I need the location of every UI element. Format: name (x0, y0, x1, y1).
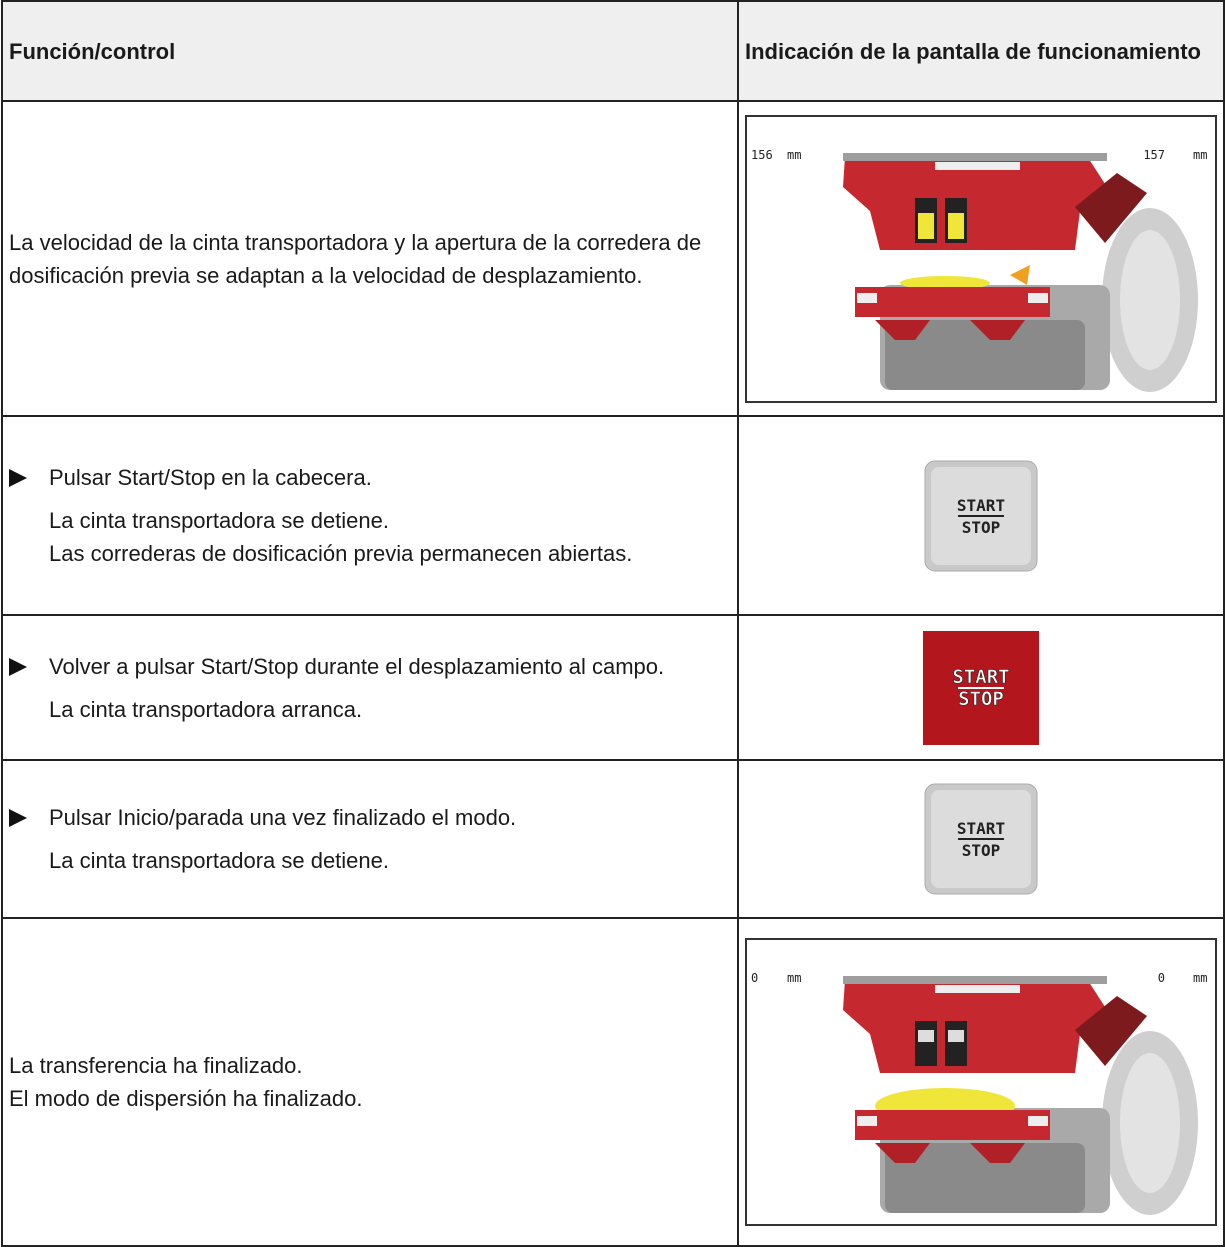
disc-right (970, 1143, 1025, 1163)
text: La cinta transportadora se detiene. (49, 508, 390, 533)
button-label: START (957, 496, 1005, 515)
tractor-wheel-inner (1120, 1053, 1180, 1193)
result: La cinta transportadora arranca. (49, 693, 731, 726)
function-cell: Pulsar Inicio/parada una vez finalizado … (1, 759, 739, 919)
button-label: STOP (962, 518, 1001, 537)
reading-value: 156 (751, 148, 773, 162)
step: Volver a pulsar Start/Stop durante el de… (9, 650, 731, 683)
display-cell: 156 mm 157 mm (737, 100, 1225, 417)
function-cell: La transferencia ha finalizado. El modo … (1, 917, 739, 1247)
reading-unit: mm (1193, 148, 1207, 162)
brand (935, 161, 1020, 170)
reading-value: 0 (751, 971, 758, 985)
light-left (857, 1116, 877, 1126)
row: Pulsar Inicio/parada una vez finalizado … (1, 759, 1225, 919)
disc-left (875, 319, 930, 340)
function-cell: Pulsar Start/Stop en la cabecera. La cin… (1, 415, 739, 616)
button: START STOP (739, 459, 1223, 573)
bullet-arrow (9, 469, 27, 487)
header-row: Función/control Indicación de la pantall… (1, 0, 1225, 102)
reading-unit: mm (787, 971, 801, 985)
function-cell: La velocidad de la cinta transportadora … (1, 100, 739, 417)
hopper-rim (843, 152, 1107, 161)
text: La transferencia ha finalizado. (9, 1053, 303, 1078)
text: Pulsar Inicio/parada una vez finalizado … (49, 805, 517, 830)
beam (855, 1110, 1050, 1140)
slide-window (945, 1021, 967, 1066)
text: Volver a pulsar Start/Stop durante el de… (49, 653, 665, 679)
display-cell: START STOP (737, 614, 1225, 761)
disc-right (970, 319, 1025, 340)
bullet (9, 469, 27, 487)
row: La velocidad de la cinta transportadora … (1, 100, 1225, 417)
reading-unit: mm (787, 148, 801, 162)
display-cell: START STOP (737, 759, 1225, 919)
text: La velocidad de la cinta transportadora … (9, 229, 702, 288)
slide-fill (918, 212, 934, 239)
row: Pulsar Start/Stop en la cabecera. La cin… (1, 415, 1225, 616)
light-right (1028, 1116, 1048, 1126)
tractor-wheel-inner (1120, 229, 1180, 370)
bullet-arrow (9, 809, 27, 827)
row: Volver a pulsar Start/Stop durante el de… (1, 614, 1225, 761)
button-label: STOP (962, 841, 1001, 860)
step: Pulsar Start/Stop en la cabecera. (9, 461, 731, 494)
button-label: START (957, 819, 1005, 838)
chute (1075, 172, 1147, 243)
brand (935, 985, 1020, 993)
start-stop-icon: START STOP (924, 783, 1038, 895)
text: El modo de dispersión ha finalizado. (9, 1086, 363, 1111)
step: Pulsar Inicio/parada una vez finalizado … (9, 801, 731, 834)
arrow (1010, 264, 1030, 285)
reading-value: 157 (1143, 148, 1165, 162)
result: La cinta transportadora se detiene. Las … (49, 504, 731, 570)
display: 0 mm 0 mm (739, 938, 1223, 1226)
slide-fill (948, 1030, 964, 1042)
light-left (857, 292, 877, 303)
start-stop-icon: START STOP (924, 460, 1038, 571)
beam (855, 286, 1050, 317)
button-label: START (952, 666, 1009, 688)
chute (1075, 996, 1147, 1066)
hopper-rim (843, 976, 1107, 984)
light-right (1028, 292, 1048, 303)
display-cell: 0 mm 0 mm (737, 917, 1225, 1247)
tractor-tire (885, 1143, 1085, 1213)
display-cell: START STOP (737, 415, 1225, 616)
function-cell: Volver a pulsar Start/Stop durante el de… (1, 614, 739, 761)
hopper (843, 152, 1107, 250)
tractor-tire (885, 319, 1085, 390)
button-label: STOP (958, 688, 1004, 710)
row: La transferencia ha finalizado. El modo … (1, 917, 1225, 1247)
disc-left (875, 1143, 930, 1163)
text: La cinta transportadora arranca. (49, 696, 363, 722)
header-cell: Indicación de la pantalla de funcionamie… (737, 0, 1225, 102)
reading-value: 0 (1158, 971, 1165, 985)
bullet (9, 657, 27, 676)
result: La cinta transportadora se detiene. (49, 844, 731, 877)
bullet (9, 809, 27, 827)
display: 156 mm 157 mm (739, 114, 1223, 403)
slide-fill (918, 1030, 934, 1042)
button: START STOP (739, 782, 1223, 896)
slide-fill (948, 212, 964, 239)
reading-unit: mm (1193, 971, 1207, 985)
bullet-arrow (9, 657, 27, 676)
funnel (900, 275, 990, 290)
hopper (843, 976, 1107, 1073)
button: START STOP (739, 630, 1223, 745)
spreader-screen: 0 mm 0 mm (745, 938, 1217, 1226)
text: Las correderas de dosificación previa pe… (49, 541, 633, 566)
spreader-screen: 156 mm 157 mm (745, 114, 1217, 403)
text: Pulsar Start/Stop en la cabecera. (49, 465, 372, 490)
text: La cinta transportadora se detiene. (49, 848, 390, 873)
header-cell: Función/control (1, 0, 739, 102)
slide-window (915, 1021, 937, 1066)
